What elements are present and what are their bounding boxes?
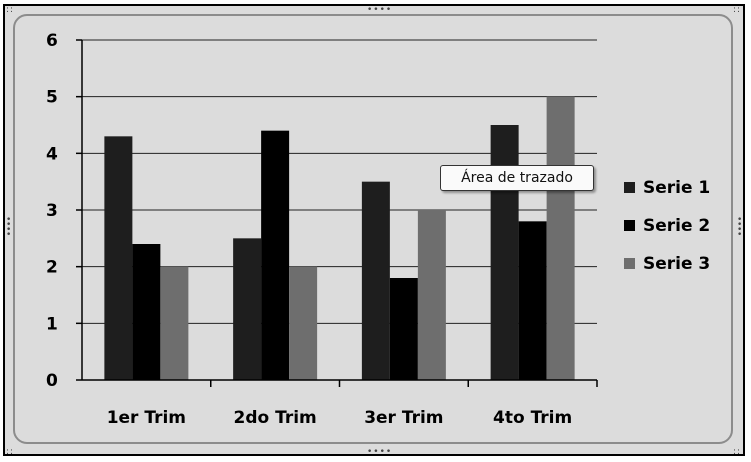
- bar[interactable]: [289, 266, 318, 380]
- resize-handle-bottom-right[interactable]: ::: [733, 447, 742, 457]
- resize-handle-bottom-left[interactable]: ::: [6, 447, 15, 457]
- y-tick-label: 1: [46, 314, 58, 334]
- y-tick-label: 0: [46, 371, 58, 391]
- legend-label: Serie 3: [643, 254, 710, 274]
- bar[interactable]: [389, 278, 418, 380]
- y-tick-label: 6: [46, 31, 58, 51]
- bar[interactable]: [518, 221, 547, 380]
- bar[interactable]: [233, 238, 262, 380]
- y-tick-label: 3: [46, 201, 58, 221]
- tooltip-text: Área de trazado: [461, 170, 573, 186]
- resize-handle-top[interactable]: ••••: [367, 5, 393, 15]
- legend-label: Serie 2: [643, 216, 710, 236]
- resize-handle-right[interactable]: • • • •: [737, 215, 744, 240]
- bar[interactable]: [104, 136, 133, 380]
- bar[interactable]: [160, 266, 189, 380]
- x-tick-label: 2do Trim: [234, 408, 317, 428]
- legend-swatch: [624, 220, 635, 231]
- y-tick-label: 4: [46, 144, 58, 164]
- bar[interactable]: [361, 181, 390, 380]
- legend-swatch: [624, 258, 635, 269]
- legend-label: Serie 1: [643, 178, 710, 198]
- y-tick-label: 5: [46, 88, 58, 108]
- y-tick-label: 2: [46, 258, 58, 278]
- bar[interactable]: [417, 210, 446, 380]
- plot-area-tooltip: Área de trazado: [440, 165, 594, 191]
- x-tick-label: 4to Trim: [493, 408, 572, 428]
- x-tick-label: 1er Trim: [107, 408, 186, 428]
- x-tick-label: 3er Trim: [364, 408, 443, 428]
- bar[interactable]: [261, 130, 290, 380]
- bar[interactable]: [132, 244, 161, 380]
- resize-handle-top-right[interactable]: ::: [733, 5, 742, 15]
- bar[interactable]: [546, 96, 575, 381]
- resize-handle-left[interactable]: • • • •: [6, 215, 13, 240]
- resize-handle-bottom[interactable]: ••••: [367, 447, 393, 457]
- chart-area[interactable]: [13, 14, 733, 444]
- bar[interactable]: [490, 125, 519, 380]
- legend-swatch: [624, 182, 635, 193]
- resize-handle-top-left[interactable]: ::: [6, 5, 15, 15]
